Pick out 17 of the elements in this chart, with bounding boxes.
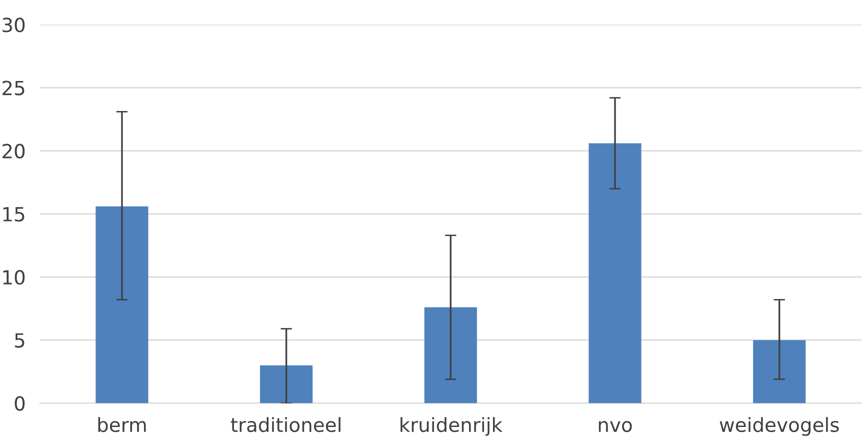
y-tick-label: 20 [2, 144, 25, 158]
y-tick-label: 15 [3, 207, 24, 222]
bar [753, 340, 806, 404]
y-tick-label: 5 [15, 333, 24, 348]
y-tick-label: 30 [2, 18, 25, 32]
x-tick-label: weidevogels [720, 417, 839, 436]
x-tick-label: traditioneel [230, 417, 340, 432]
bar [96, 206, 148, 404]
x-tick-label: berm [98, 417, 146, 432]
y-tick-label: 25 [2, 80, 24, 96]
x-tick-label: kruidenrijk [400, 417, 502, 436]
bar [424, 307, 477, 404]
bar [588, 143, 642, 404]
bar [260, 365, 313, 404]
y-tick-label: 10 [3, 270, 25, 285]
x-tick-label: nvo [598, 420, 632, 432]
y-tick-label: 0 [14, 396, 25, 411]
